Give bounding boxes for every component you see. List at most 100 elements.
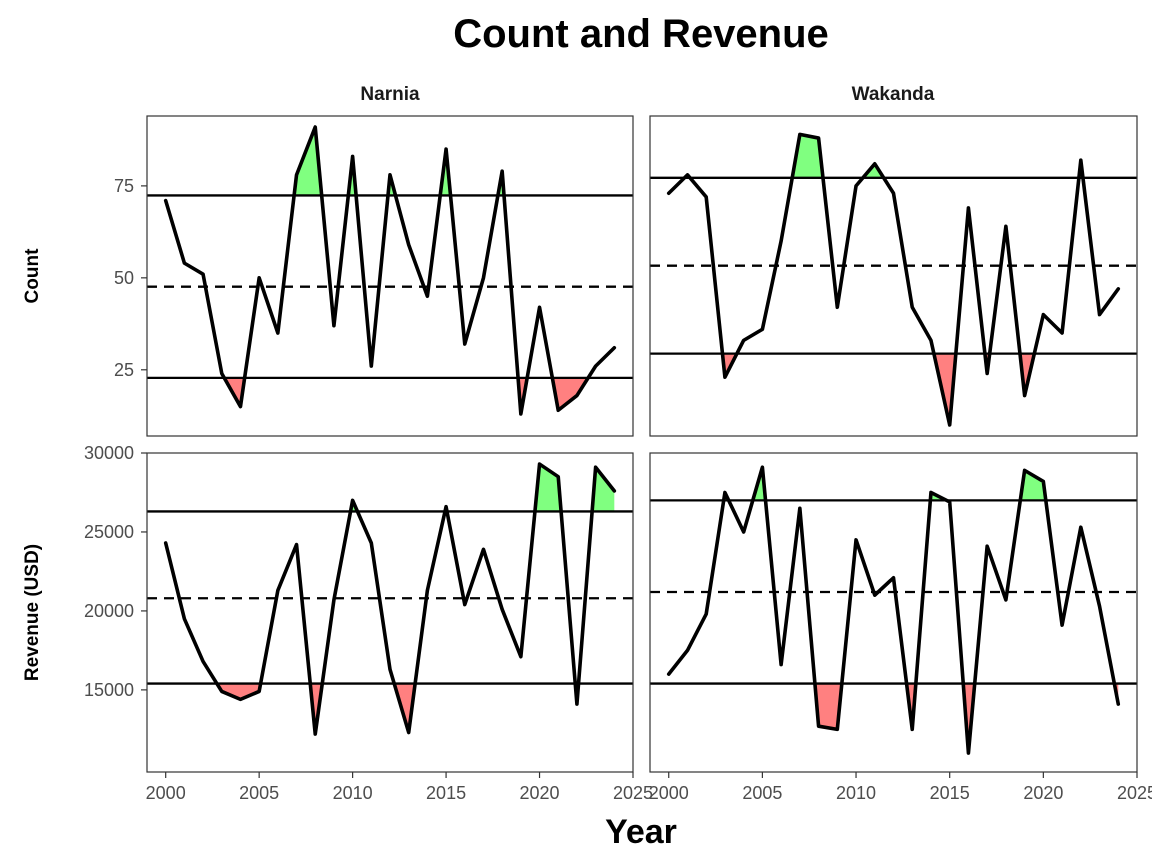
panel-narnia-revenue-point-2019	[519, 655, 523, 658]
panel-wakanda-revenue-point-2012	[892, 576, 895, 579]
panel-wakanda-count-point-2007	[798, 133, 802, 136]
x-tick-label-wakanda-2005: 2005	[742, 783, 782, 803]
panel-narnia-revenue-point-2009	[332, 598, 336, 602]
panel-wakanda-count-point-2003	[723, 375, 727, 379]
panel-wakanda-count-point-2002	[704, 195, 708, 199]
panel-wakanda-count-point-2008	[817, 136, 820, 140]
panel-wakanda-count-point-2005	[761, 328, 764, 331]
panel-narnia-count-point-2015	[444, 147, 448, 151]
panel-wakanda-revenue-fill-below-lower-1	[814, 683, 842, 730]
panel-narnia-count-point-2024	[613, 346, 616, 349]
panel-wakanda-count-point-2020	[1042, 313, 1045, 316]
panel-wakanda-count-point-2023	[1098, 313, 1101, 316]
panel-narnia-count-point-2016	[463, 342, 466, 346]
panel-narnia-revenue	[146, 452, 634, 773]
panel-wakanda-count-point-2011	[873, 162, 876, 166]
panel-narnia-revenue-point-2001	[183, 617, 186, 621]
y-axis-title-row-1: Count	[22, 248, 43, 304]
panel-narnia-count-point-2020	[538, 306, 541, 309]
panel-narnia-revenue-point-2016	[463, 603, 466, 606]
panel-wakanda-revenue-border	[649, 452, 1138, 773]
panel-narnia-count-point-2021	[557, 409, 560, 412]
panel-wakanda-revenue-point-2008	[817, 725, 820, 728]
panel-wakanda-revenue-point-2015	[948, 500, 951, 504]
chart-title: Count and Revenue	[453, 12, 829, 56]
panel-wakanda-count-fill-above-upper-2	[792, 134, 823, 178]
x-tick-label-narnia-2025: 2025	[613, 783, 653, 803]
panel-narnia-revenue-point-2022	[575, 702, 579, 706]
panel-wakanda-revenue-point-2023	[1098, 604, 1101, 608]
panel-wakanda-count-point-2006	[779, 239, 783, 243]
panel-wakanda-count-point-2018	[1004, 225, 1008, 228]
panel-narnia-count-point-2022	[575, 394, 579, 397]
panel-narnia-count-point-2005	[257, 276, 261, 280]
panel-narnia-count-point-2008	[314, 125, 317, 129]
panel-wakanda-count-point-2004	[742, 339, 745, 342]
panel-wakanda-revenue-point-2013	[911, 728, 914, 731]
x-tick-label-narnia-2005: 2005	[239, 783, 279, 803]
panel-wakanda-revenue-point-2011	[873, 593, 876, 597]
panel-wakanda-count-point-2016	[967, 206, 970, 210]
panel-narnia-revenue-border	[146, 452, 634, 773]
panel-wakanda-revenue-point-2006	[779, 663, 783, 666]
panel-narnia-revenue-point-2005	[257, 690, 261, 693]
panel-wakanda-revenue-point-2000	[667, 672, 670, 676]
x-tick-label-wakanda-2015: 2015	[930, 783, 970, 803]
panel-wakanda-count-point-2013	[911, 306, 914, 309]
panel-narnia-revenue-point-2021	[557, 475, 560, 478]
panel-wakanda-count-point-2015	[948, 423, 951, 427]
x-tick-label-narnia-2000: 2000	[146, 783, 186, 803]
facet-label-wakanda: Wakanda	[852, 84, 935, 105]
y-tick-label-row-1-25: 25	[114, 360, 134, 380]
panel-narnia-revenue-point-2014	[426, 589, 429, 592]
panel-wakanda-revenue-point-2003	[723, 491, 727, 494]
panel-wakanda-revenue-point-2022	[1079, 526, 1083, 529]
panel-narnia-revenue-point-2004	[239, 698, 242, 701]
panel-wakanda-revenue-point-2014	[929, 491, 933, 494]
panel-wakanda-revenue-point-2005	[761, 466, 764, 469]
panel-narnia-count-point-2017	[482, 276, 485, 280]
panel-wakanda-revenue-fill-above-upper-4	[1020, 470, 1046, 501]
x-tick-label-narnia-2010: 2010	[333, 783, 373, 803]
panel-narnia-count-point-2013	[407, 243, 410, 246]
panel-narnia-count-point-2018	[500, 169, 504, 173]
panel-wakanda-revenue-point-2024	[1117, 702, 1120, 706]
panel-wakanda-revenue-point-2019	[1023, 469, 1026, 472]
panel-narnia-count-point-2014	[426, 295, 429, 298]
panel-wakanda-revenue-point-2004	[742, 530, 745, 534]
panel-narnia-revenue-point-2018	[500, 608, 504, 611]
panel-narnia-revenue-point-2011	[370, 541, 373, 545]
panel-wakanda-count-border	[649, 115, 1138, 437]
panel-narnia-count-point-2007	[295, 173, 298, 177]
panel-wakanda-revenue-point-2001	[686, 649, 689, 652]
panel-narnia-count-point-2011	[370, 364, 373, 368]
y-tick-label-row-2-30000: 30000	[84, 443, 134, 463]
panel-narnia-count-border	[146, 115, 634, 437]
panel-narnia-revenue-point-2012	[388, 668, 392, 671]
panel-narnia-revenue-point-2015	[444, 505, 448, 508]
panel-narnia-count-point-2010	[351, 155, 354, 158]
panel-wakanda-count	[649, 115, 1138, 437]
facet-label-narnia: Narnia	[360, 84, 420, 105]
panel-wakanda-count-point-2012	[892, 192, 895, 195]
panels-layer: Count 25 50 75 Revenue (USD) 15000 20000 25000 3…	[22, 115, 1152, 803]
x-tick-label-narnia-2020: 2020	[520, 783, 560, 803]
panel-wakanda-revenue-point-2007	[798, 507, 802, 510]
panel-narnia-count-point-2000	[164, 199, 167, 202]
panel-wakanda-revenue-point-2016	[967, 751, 970, 755]
panel-narnia-count-point-2002	[201, 272, 205, 276]
panel-narnia-count-point-2019	[519, 412, 523, 416]
panel-narnia-revenue-point-2024	[613, 489, 616, 493]
y-tick-label-row-2-15000: 15000	[84, 680, 134, 700]
panel-narnia-count	[146, 115, 634, 437]
panel-narnia-revenue-point-2010	[351, 499, 354, 502]
panel-wakanda-revenue-point-2009	[836, 728, 839, 731]
panel-wakanda-revenue-point-2017	[985, 544, 989, 548]
panel-wakanda-revenue-point-2020	[1042, 480, 1045, 483]
y-axis-title-row-2: Revenue (USD)	[22, 544, 43, 681]
panel-wakanda-count-point-2010	[854, 184, 858, 188]
panel-wakanda-count-point-2022	[1079, 158, 1083, 162]
panel-wakanda-revenue-point-2010	[854, 538, 858, 542]
x-tick-label-wakanda-2000: 2000	[649, 783, 689, 803]
